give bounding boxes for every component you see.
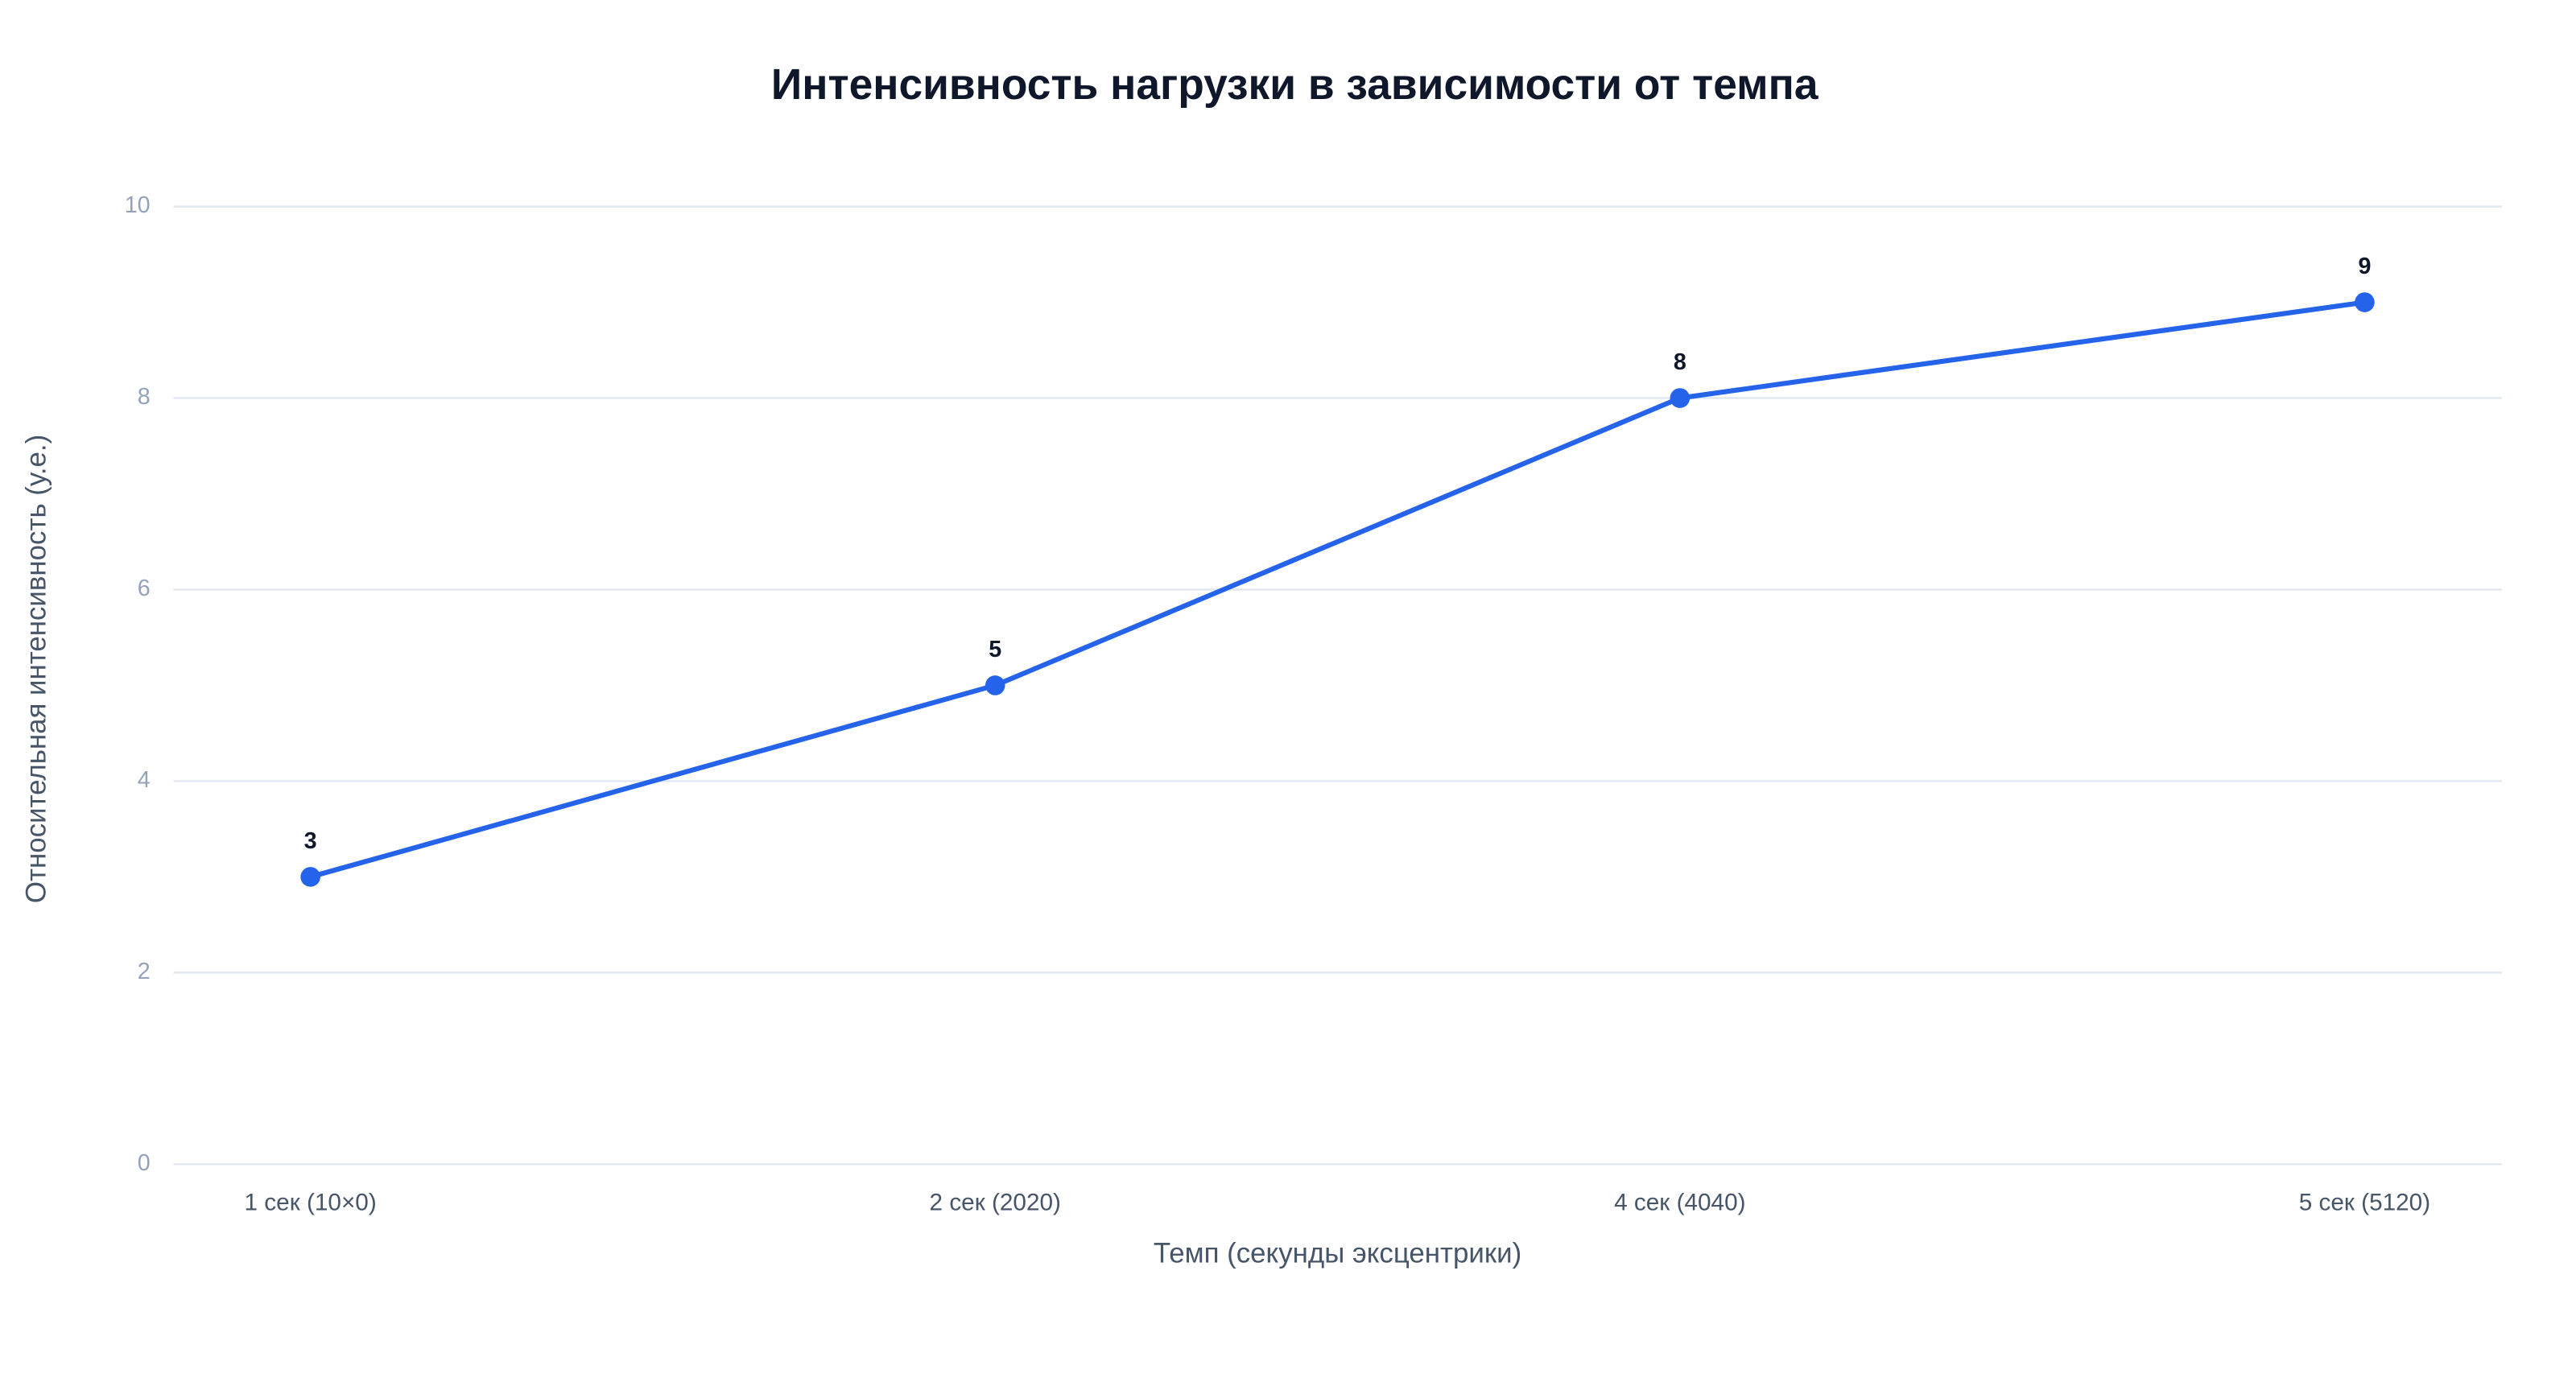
x-tick-label: 2 сек (2020) [930, 1189, 1061, 1215]
x-tick-label: 4 сек (4040) [1614, 1189, 1745, 1215]
y-axis-label: Относительная интенсивность (у.е.) [20, 435, 52, 903]
value-label: 9 [2358, 254, 2371, 279]
point [985, 675, 1005, 695]
y-tick-label: 10 [125, 192, 151, 218]
x-axis-label: Темп (секунды эксцентрики) [1154, 1237, 1521, 1269]
point [2355, 292, 2375, 312]
plot: 3 5 8 9 [300, 254, 2375, 887]
y-tick-label: 6 [138, 576, 151, 601]
y-tick-label: 2 [138, 959, 151, 984]
value-label: 3 [304, 828, 317, 854]
value-label: 8 [1674, 349, 1686, 375]
value-label: 5 [989, 637, 1001, 662]
y-tick-label: 8 [138, 384, 151, 410]
x-tick-label: 1 сек (10×0) [245, 1189, 377, 1215]
y-tick-label: 0 [138, 1150, 151, 1176]
x-tick-label: 5 сек (5120) [2299, 1189, 2430, 1215]
point [1670, 388, 1690, 408]
line [309, 299, 2365, 880]
grid: 0 2 4 6 8 10 1 сек (10×0) 2 сек (2020) 4 сек (40… [125, 192, 2502, 1215]
y-tick-label: 4 [138, 767, 151, 793]
point [300, 867, 320, 887]
chart-title: Интенсивность нагрузки в зависимости от … [771, 61, 1818, 109]
